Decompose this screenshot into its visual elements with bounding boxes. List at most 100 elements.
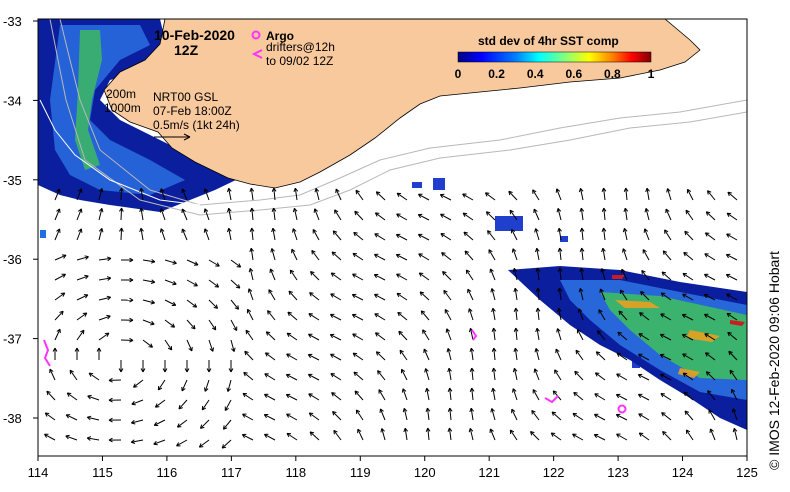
current-time: 07-Feb 18:00Z: [153, 104, 232, 118]
current-vector-head: [227, 227, 232, 233]
current-vector: [594, 413, 606, 421]
current-vector-head: [726, 293, 731, 298]
current-vector: [491, 288, 496, 301]
sst-patch-small: [495, 216, 523, 231]
drifter-legend-line1: drifters@12h: [266, 40, 335, 54]
current-vector: [208, 299, 218, 309]
current-vector: [228, 188, 232, 201]
current-vector-head: [88, 372, 94, 377]
current-vector: [662, 431, 672, 441]
current-vector-head: [535, 287, 541, 292]
current-vector: [489, 428, 496, 441]
current-vector-head: [80, 329, 85, 335]
current-vector: [54, 292, 66, 301]
hour-label: 12Z: [174, 42, 199, 58]
current-vector: [224, 399, 232, 411]
current-vector: [160, 228, 166, 241]
current-vector-head: [44, 412, 50, 417]
current-vector-head: [176, 423, 182, 428]
current-vector-head: [354, 390, 359, 396]
current-vector: [488, 249, 496, 261]
current-vector-head: [287, 311, 292, 317]
current-vector-head: [557, 247, 563, 252]
current-vector: [603, 228, 606, 241]
current-vector: [493, 328, 496, 341]
current-vector-head: [129, 277, 134, 283]
current-vector: [98, 208, 103, 221]
current-vector: [555, 348, 562, 361]
current-vector-head: [425, 407, 431, 413]
current-vector: [396, 192, 408, 201]
x-tick-label: 120: [414, 465, 436, 480]
current-vector-head: [267, 310, 272, 315]
current-vector-head: [555, 188, 561, 193]
current-vector: [537, 288, 540, 301]
current-vector: [581, 248, 584, 261]
current-vector: [420, 310, 430, 321]
current-vector-head: [66, 392, 72, 397]
current-vector: [76, 188, 82, 201]
current-vector: [726, 254, 738, 261]
current-vector-head: [271, 227, 276, 233]
current-vector: [595, 372, 606, 381]
current-vector: [199, 439, 210, 448]
current-vector: [308, 412, 320, 421]
current-vector-head: [423, 348, 428, 354]
current-vector-head: [594, 372, 600, 377]
current-vector: [508, 190, 518, 201]
current-vector-head: [682, 293, 687, 298]
current-vector: [485, 211, 496, 221]
current-vector: [660, 313, 672, 321]
current-vector: [330, 353, 342, 361]
current-vector-head: [291, 248, 296, 254]
current-vector-head: [377, 370, 382, 375]
current-vector: [98, 257, 111, 261]
current-vector-head: [682, 272, 688, 278]
current-vector-head: [535, 307, 541, 312]
current-vector-head: [462, 193, 467, 198]
x-tick-label: 124: [672, 465, 694, 480]
current-vector-head: [685, 209, 690, 215]
current-vector-head: [554, 369, 559, 374]
current-vector-head: [684, 410, 689, 416]
current-vector: [616, 433, 628, 441]
current-vector-head: [728, 350, 733, 356]
current-vector: [353, 232, 364, 241]
current-vector-head: [78, 228, 83, 233]
current-vector-head: [659, 333, 665, 339]
current-vector: [120, 227, 123, 241]
current-vector: [352, 294, 364, 301]
current-vector-head: [704, 313, 709, 318]
current-vector: [493, 348, 496, 361]
current-vector-head: [139, 187, 144, 193]
current-vector-head: [442, 270, 447, 276]
current-vector: [374, 233, 386, 241]
current-vector-head: [139, 227, 144, 233]
current-vector: [731, 389, 738, 401]
current-vector-head: [159, 228, 165, 233]
sst-patch-small: [433, 178, 445, 190]
current-vector-head: [531, 409, 536, 415]
current-vector-head: [236, 263, 242, 268]
current-vector: [223, 419, 232, 430]
current-vector-head: [555, 348, 560, 354]
current-vector: [594, 434, 606, 441]
current-vector-head: [153, 440, 158, 446]
current-vector: [423, 348, 430, 361]
current-vector: [76, 329, 85, 341]
current-vector-head: [191, 324, 196, 330]
current-vector: [559, 248, 562, 261]
current-vector: [208, 279, 219, 288]
current-vector: [533, 208, 540, 221]
current-vector: [687, 189, 694, 201]
current-vector-head: [268, 289, 273, 294]
current-vector-head: [490, 288, 495, 293]
x-tick-label: 114: [28, 465, 49, 480]
current-vector: [65, 435, 78, 441]
current-vector-head: [118, 368, 124, 373]
current-vector: [492, 388, 496, 401]
current-vector: [551, 411, 562, 421]
colorbar-tick-label: 0.4: [527, 67, 544, 81]
current-vector: [120, 207, 123, 221]
current-vector: [577, 329, 584, 341]
